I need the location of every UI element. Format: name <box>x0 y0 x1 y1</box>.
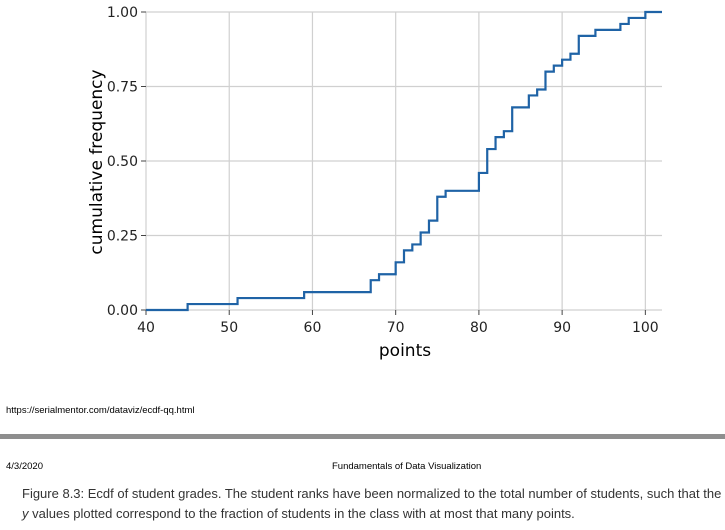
y-tick-label: 0.75 <box>107 80 138 96</box>
x-tick-label: 90 <box>553 320 571 336</box>
document-title: Fundamentals of Data Visualization <box>332 461 482 472</box>
x-tick-label: 100 <box>632 320 659 336</box>
x-tick-label: 60 <box>304 320 322 336</box>
print-date: 4/3/2020 <box>6 461 43 472</box>
x-axis-label: points <box>379 341 431 361</box>
page-divider <box>0 434 725 439</box>
caption-text-end: values plotted correspond to the fractio… <box>28 506 575 521</box>
y-tick-label: 0.00 <box>107 303 138 319</box>
figure-caption: Figure 8.3: Ecdf of student grades. The … <box>22 484 722 524</box>
y-tick-label: 0.50 <box>107 154 138 170</box>
caption-text-start: Figure 8.3: Ecdf of student grades. The … <box>22 486 722 501</box>
source-url: https://serialmentor.com/dataviz/ecdf-qq… <box>6 405 195 416</box>
x-tick-label: 40 <box>137 320 155 336</box>
y-tick-label: 0.25 <box>107 229 138 245</box>
caption-italic-y: y <box>22 506 29 521</box>
ecdf-chart: 40 50 60 70 80 90 100 0.00 0.25 0.50 0.75 1.00 poin… <box>87 5 662 361</box>
y-axis-label: cumulative frequency <box>87 69 107 254</box>
x-tick-label: 50 <box>220 320 238 336</box>
x-tick-label: 80 <box>470 320 488 336</box>
y-tick-label: 1.00 <box>107 5 138 21</box>
grid-lines <box>145 11 662 311</box>
x-tick-label: 70 <box>387 320 405 336</box>
ecdf-step-line <box>146 10 662 312</box>
series-layer <box>146 10 662 312</box>
axes: 40 50 60 70 80 90 100 0.00 0.25 0.50 0.75 1.00 <box>107 5 659 336</box>
